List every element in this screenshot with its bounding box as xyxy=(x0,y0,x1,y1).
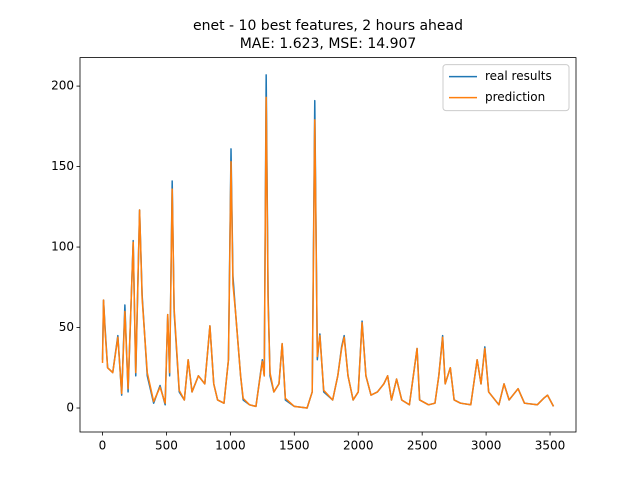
x-tick-label: 1500 xyxy=(279,439,310,453)
x-tick-label: 3000 xyxy=(471,439,502,453)
x-tick-label: 500 xyxy=(155,439,178,453)
y-tick-label: 150 xyxy=(51,159,74,173)
legend-label: prediction xyxy=(485,90,545,104)
y-tick-label: 0 xyxy=(66,401,74,415)
y-tick-label: 100 xyxy=(51,240,74,254)
x-tick-label: 0 xyxy=(99,439,107,453)
y-tick-label: 200 xyxy=(51,79,74,93)
plot-frame xyxy=(79,57,577,433)
line-series xyxy=(101,96,555,409)
y-tick-label: 50 xyxy=(59,320,74,334)
chart-subtitle: MAE: 1.623, MSE: 14.907 xyxy=(240,36,417,52)
legend-label: real results xyxy=(485,69,552,83)
x-tick-label: 3500 xyxy=(535,439,566,453)
x-tick-label: 2500 xyxy=(407,439,438,453)
chart-title: enet - 10 best features, 2 hours ahead xyxy=(193,18,463,34)
x-tick-label: 1000 xyxy=(215,439,246,453)
x-tick-label: 2000 xyxy=(343,439,374,453)
